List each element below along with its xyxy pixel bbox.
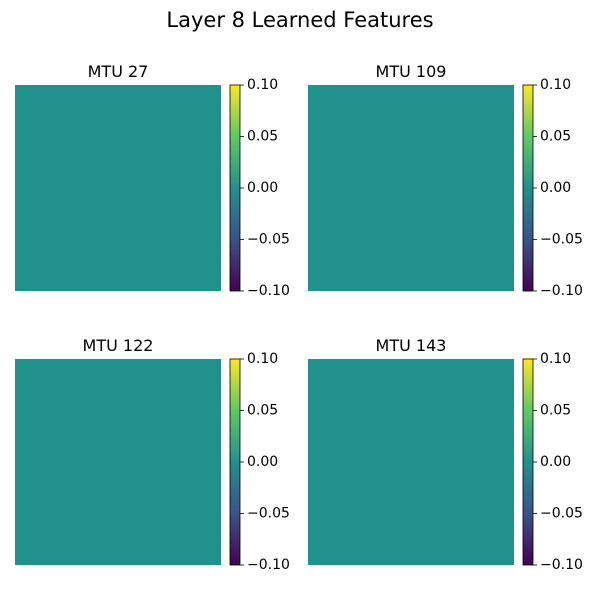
colorbar-tick-label: −0.10 xyxy=(540,283,583,299)
colorbar-tick-label: −0.05 xyxy=(540,232,583,248)
heatmap-panel: MTU 122 0.10 0.05 0.00 −0.05 −0.10 xyxy=(15,336,290,573)
heatmap-cells xyxy=(308,359,514,565)
panel-title: MTU 109 xyxy=(376,62,447,81)
colorbar-tick-label: 0.10 xyxy=(540,351,571,367)
panel-title: MTU 122 xyxy=(83,336,154,355)
colorbar-tick-label: −0.10 xyxy=(540,557,583,573)
heatmap-cells xyxy=(15,85,221,291)
colorbar xyxy=(229,358,241,566)
colorbar xyxy=(522,358,534,566)
colorbar-tick-label: 0.05 xyxy=(540,403,571,419)
colorbar-tick-label: −0.10 xyxy=(247,557,290,573)
heatmap-panel: MTU 27 0.10 0.05 0.00 −0.05 −0.10 xyxy=(15,62,290,299)
colorbar-tick-label: −0.05 xyxy=(247,506,290,522)
colorbar-tick-label: 0.10 xyxy=(540,77,571,93)
colorbar-tick-label: 0.05 xyxy=(540,129,571,145)
colorbar-tick-label: 0.00 xyxy=(247,180,278,196)
heatmap-panel: MTU 143 0.10 0.05 0.00 −0.05 −0.10 xyxy=(308,336,583,573)
panel-title: MTU 143 xyxy=(376,336,447,355)
colorbar-tick-label: 0.00 xyxy=(540,180,571,196)
colorbar-tick-label: −0.05 xyxy=(247,232,290,248)
colorbar-tick-label: 0.10 xyxy=(247,351,278,367)
heatmap-cells xyxy=(308,85,514,291)
colorbar xyxy=(229,84,241,292)
colorbar-tick-label: 0.00 xyxy=(540,454,571,470)
colorbar-tick-label: 0.05 xyxy=(247,403,278,419)
colorbar-tick-label: 0.10 xyxy=(247,77,278,93)
heatmap-panel: MTU 109 0.10 0.05 0.00 −0.05 −0.10 xyxy=(308,62,583,299)
colorbar xyxy=(522,84,534,292)
heatmap-cells xyxy=(15,359,221,565)
figure-title: Layer 8 Learned Features xyxy=(166,8,434,32)
colorbar-tick-label: −0.10 xyxy=(247,283,290,299)
colorbar-tick-label: −0.05 xyxy=(540,506,583,522)
colorbar-tick-label: 0.00 xyxy=(247,454,278,470)
panel-title: MTU 27 xyxy=(88,62,149,81)
colorbar-tick-label: 0.05 xyxy=(247,129,278,145)
